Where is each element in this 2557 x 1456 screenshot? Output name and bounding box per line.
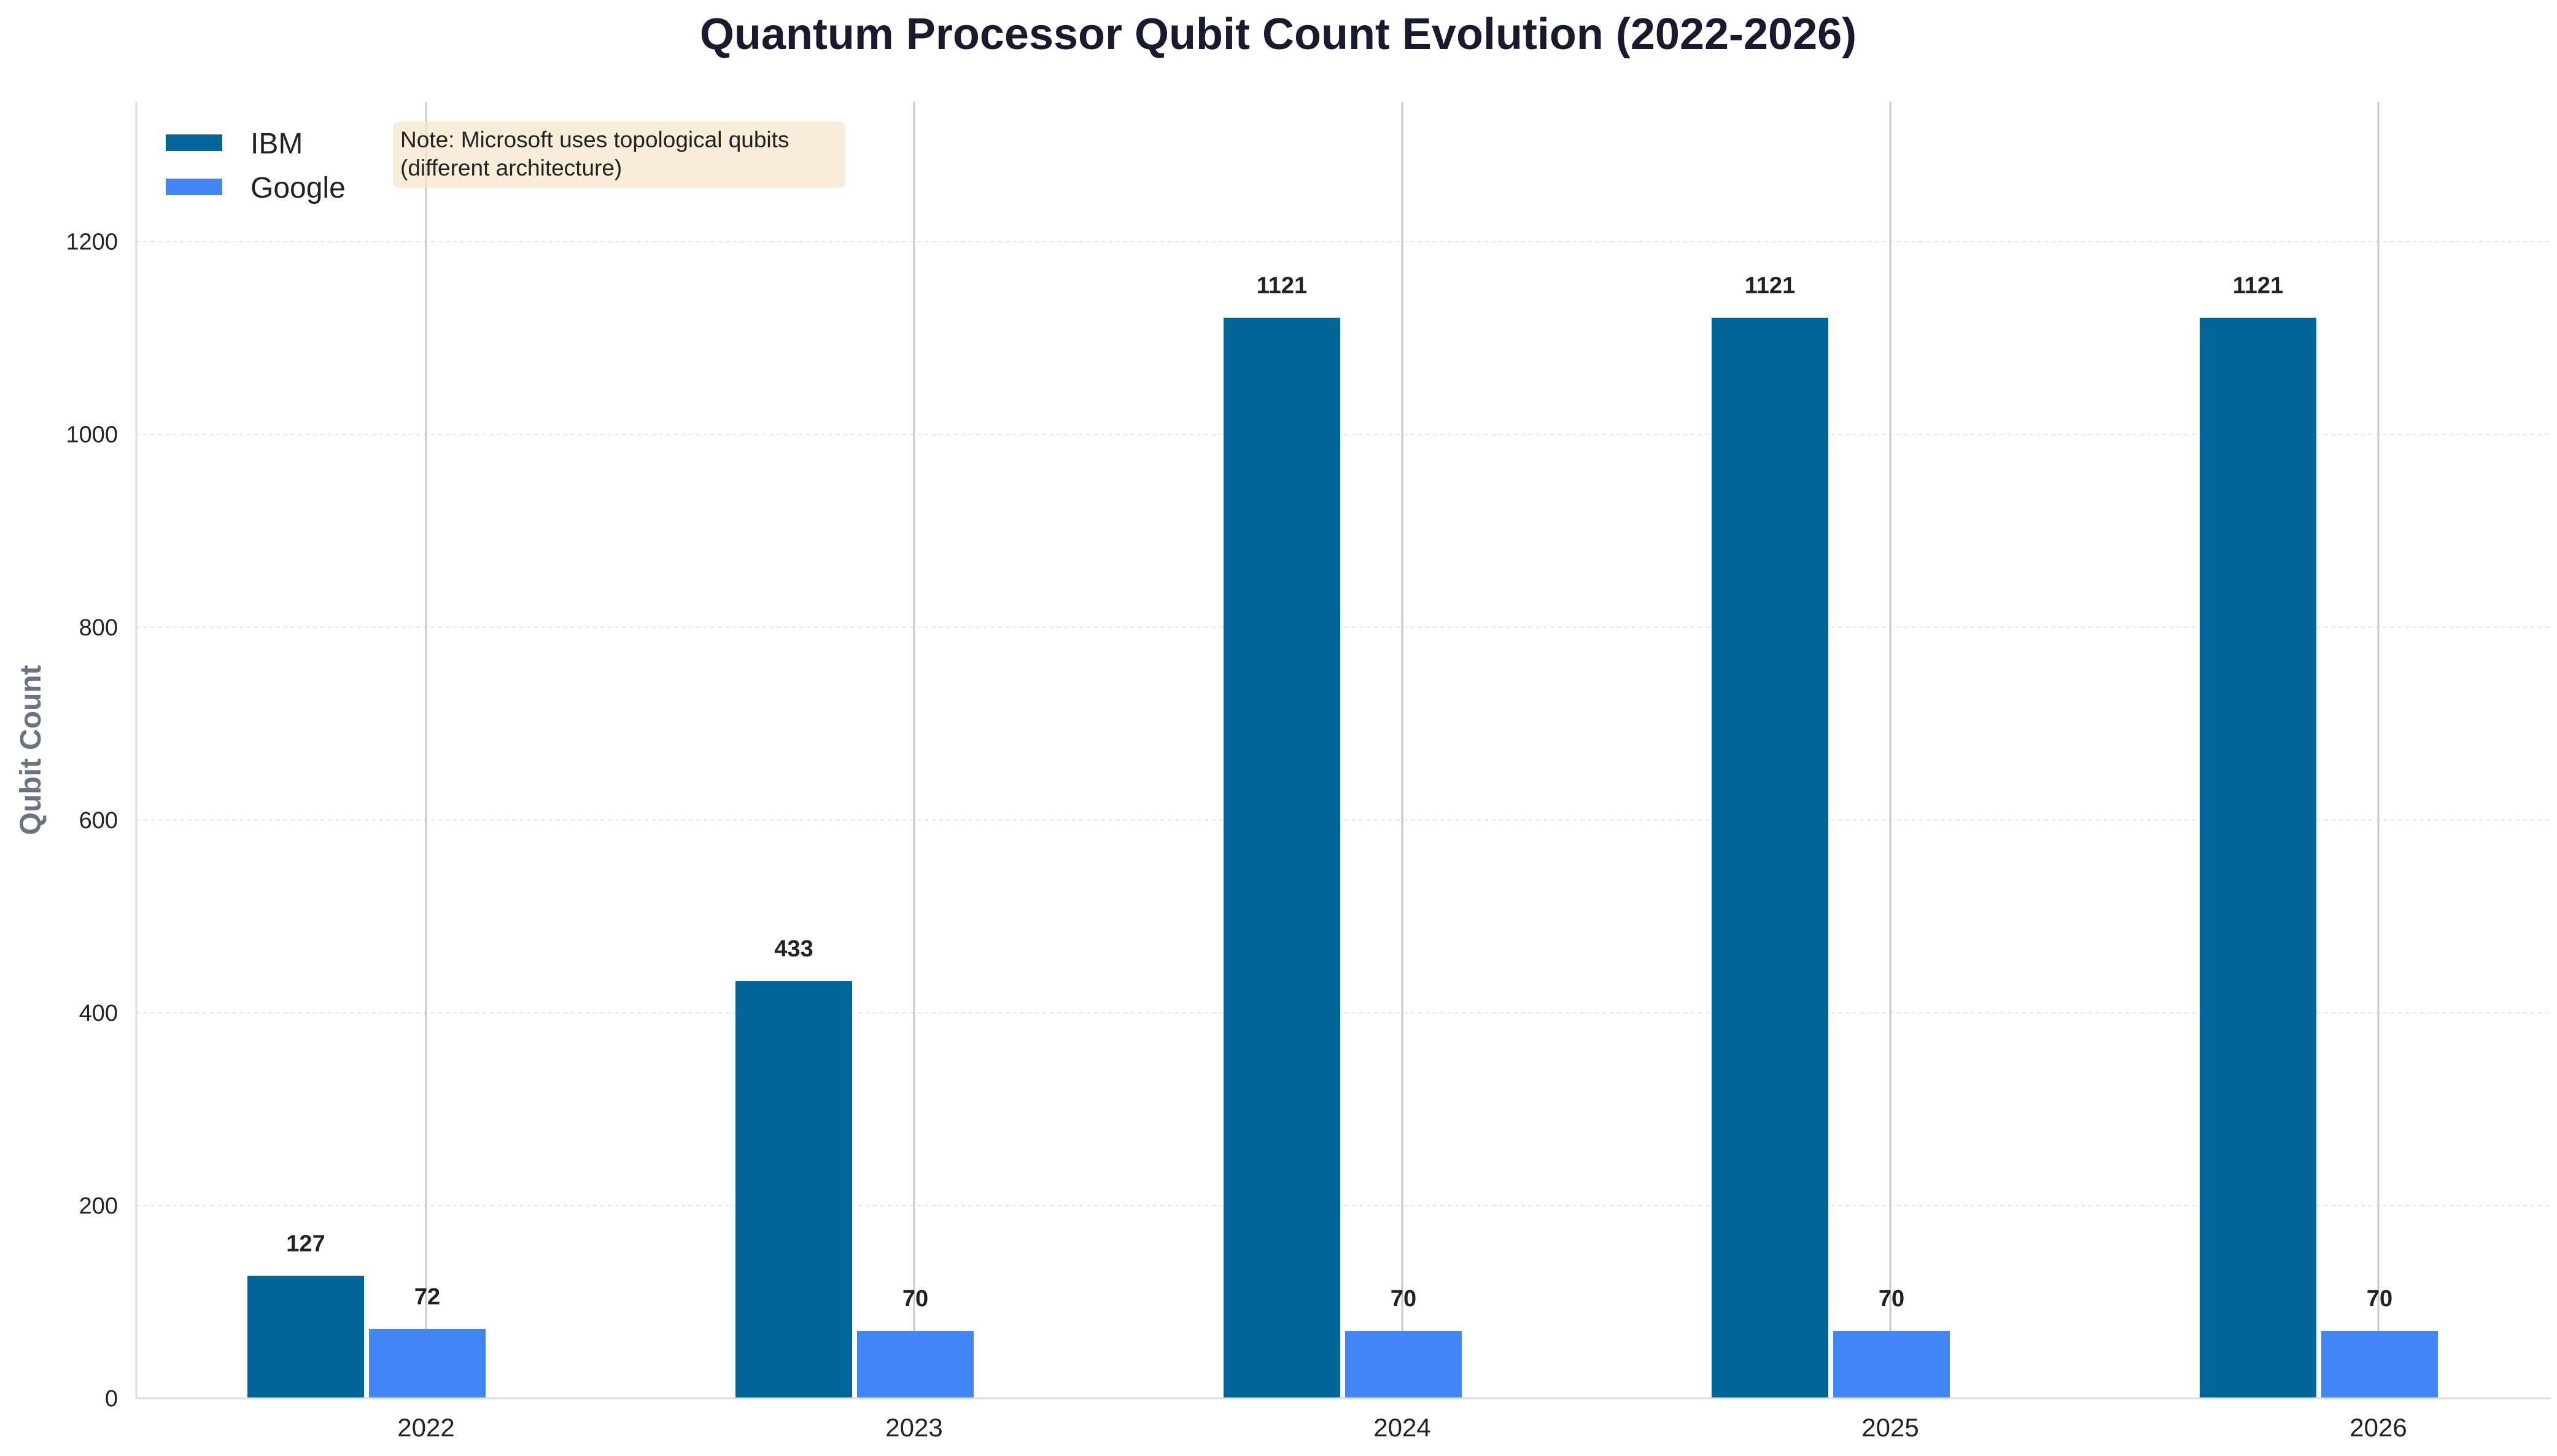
data-label: 72 — [414, 1284, 440, 1310]
data-label: 70 — [1879, 1286, 1904, 1312]
bar-ibm-2025 — [1712, 317, 1828, 1398]
bar-ibm-2026 — [2200, 317, 2316, 1398]
y-tick-label: 0 — [105, 1386, 118, 1412]
legend-swatch-google — [166, 179, 222, 195]
bar-ibm-2024 — [1224, 317, 1340, 1398]
data-label: 127 — [286, 1231, 325, 1257]
x-tick-label: 2024 — [1373, 1413, 1430, 1442]
annotation-box — [393, 122, 845, 188]
chart-title: Quantum Processor Qubit Count Evolution … — [700, 10, 1857, 59]
bar-google-2025 — [1833, 1331, 1950, 1398]
y-tick-label: 400 — [79, 1001, 118, 1026]
x-tick-label: 2023 — [885, 1413, 942, 1442]
data-label: 70 — [1391, 1286, 1416, 1312]
bar-google-2024 — [1345, 1331, 1462, 1398]
data-label: 1121 — [2233, 273, 2283, 299]
legend-swatch-ibm — [166, 134, 222, 151]
y-axis-label: Qubit Count — [15, 665, 47, 835]
data-label: 433 — [774, 936, 813, 962]
legend: Note: Microsoft uses topological qubits … — [166, 122, 845, 204]
bar-ibm-2023 — [735, 981, 852, 1398]
annotation-line-1: Note: Microsoft uses topological qubits — [400, 127, 789, 152]
x-tick-label: 2022 — [397, 1413, 454, 1442]
y-tick-label: 800 — [79, 615, 118, 641]
data-label: 1121 — [1745, 273, 1795, 299]
x-tick-label: 2025 — [1861, 1413, 1919, 1442]
legend-label-google: Google — [250, 172, 346, 204]
y-tick-label: 1200 — [66, 230, 118, 255]
legend-label-ibm: IBM — [250, 128, 303, 160]
y-tick-label: 200 — [79, 1193, 118, 1219]
bar-google-2023 — [857, 1331, 974, 1398]
bar-google-2022 — [369, 1328, 486, 1398]
annotation-line-2: (different architecture) — [400, 155, 622, 180]
data-label: 1121 — [1257, 273, 1307, 299]
data-label: 70 — [2367, 1286, 2392, 1312]
y-tick-label: 1000 — [66, 422, 118, 448]
y-tick-label: 600 — [79, 808, 118, 834]
bar-google-2026 — [2321, 1331, 2438, 1398]
data-label: 70 — [902, 1286, 928, 1312]
bar-ibm-2022 — [247, 1276, 364, 1398]
x-tick-label: 2026 — [2349, 1413, 2407, 1442]
